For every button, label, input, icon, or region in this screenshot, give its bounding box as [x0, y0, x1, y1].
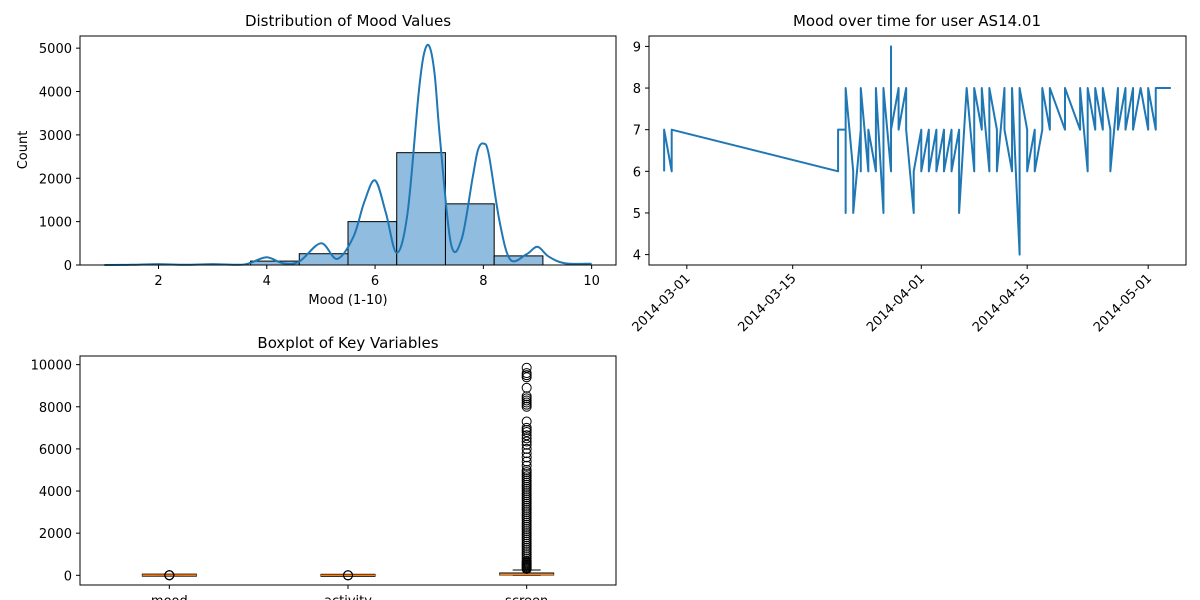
histogram-xtick-label: 6 — [371, 274, 379, 289]
timeseries-panel: Mood over time for user AS14.01 2014-03-… — [630, 12, 1187, 335]
box-outlier — [521, 424, 532, 435]
histogram-xlabel: Mood (1-10) — [308, 293, 387, 308]
boxplot-frame — [79, 355, 617, 586]
histogram-frame — [79, 35, 617, 266]
box-outlier — [521, 368, 532, 379]
histogram-ytick-label: 3000 — [39, 129, 72, 144]
boxplot-ytick-label: 8000 — [39, 401, 72, 416]
boxplot-ytick-label: 6000 — [39, 443, 72, 458]
box-outlier — [521, 382, 532, 393]
histogram-xtick-label: 8 — [479, 274, 487, 289]
box-outlier — [521, 456, 532, 467]
timeseries-ytick-label: 7 — [633, 124, 641, 139]
timeseries-plot — [663, 45, 1171, 256]
box-outlier — [521, 391, 532, 402]
timeseries-ytick-label: 8 — [633, 82, 641, 97]
boxplot-title: Boxplot of Key Variables — [257, 334, 438, 352]
box-outlier — [521, 452, 532, 463]
histogram-ytick-label: 0 — [64, 259, 72, 274]
timeseries-ytick-label: 5 — [633, 207, 641, 222]
histogram-bar — [396, 152, 446, 266]
box-outlier — [521, 362, 532, 373]
boxplot-xtick-label: screen — [505, 594, 548, 600]
box-outlier — [521, 460, 532, 471]
box-outlier — [521, 464, 532, 475]
histogram-plot — [104, 43, 592, 266]
boxplot-ytick-label: 4000 — [39, 485, 72, 500]
box-outlier — [521, 448, 532, 459]
box-outlier — [164, 570, 175, 581]
box-outlier — [521, 416, 532, 427]
histogram-panel: Distribution of Mood Values 2 4 6 8 10010002… — [16, 12, 617, 308]
histogram-ylabel: Count — [16, 131, 31, 170]
box-outlier — [521, 443, 532, 454]
boxplot-ytick-label: 2000 — [39, 527, 72, 542]
box-outlier — [521, 430, 532, 441]
timeseries-title: Mood over time for user AS14.01 — [793, 12, 1041, 30]
timeseries-ytick-label: 6 — [633, 165, 641, 180]
histogram-ytick-label: 2000 — [39, 172, 72, 187]
histogram-ytick-label: 5000 — [39, 42, 72, 57]
boxplot-xtick-label: mood — [151, 594, 188, 600]
boxplot-xtick-label: activity — [324, 594, 372, 600]
timeseries-xtick-label: 2014-03-15 — [735, 271, 799, 335]
timeseries-xtick-label: 2014-04-15 — [970, 271, 1034, 335]
boxplot-panel: Boxplot of Key Variables mood activity scr… — [31, 334, 617, 600]
timeseries-frame — [648, 35, 1187, 266]
histogram-axes: 2 4 6 8 10 0 1000 2000 3000 4000 5000 — [39, 42, 600, 289]
timeseries-xtick-label: 2014-04-01 — [864, 271, 928, 335]
mood-line — [663, 45, 1171, 256]
histogram-ytick-label: 4000 — [39, 86, 72, 101]
boxplot-axes: mood activity screen 0 2000 4000 6000 8000 10000 — [31, 359, 549, 600]
box-outlier — [343, 570, 353, 581]
boxplot-ytick-label: 10000 — [31, 359, 72, 374]
histogram-title: Distribution of Mood Values — [245, 12, 451, 30]
timeseries-axes: 2014-03-01 2014-03-15 2014-04-01 2014-04-15… — [630, 40, 1155, 335]
boxplot-plot — [141, 362, 555, 581]
boxplot-ytick-label: 0 — [64, 569, 72, 584]
timeseries-ytick-label: 9 — [633, 40, 641, 55]
box-outlier — [521, 422, 532, 433]
histogram-xtick-label: 4 — [263, 274, 271, 289]
kde-line — [104, 43, 592, 266]
histogram-xtick-label: 10 — [583, 274, 600, 289]
histogram-bar — [444, 203, 495, 266]
timeseries-xtick-label: 2014-03-01 — [630, 271, 694, 335]
box-outlier — [521, 433, 532, 444]
timeseries-ytick-label: 4 — [633, 249, 641, 264]
histogram-ytick-label: 1000 — [39, 216, 72, 231]
histogram-xtick-label: 2 — [154, 274, 162, 289]
timeseries-xtick-label: 2014-05-01 — [1091, 271, 1155, 335]
